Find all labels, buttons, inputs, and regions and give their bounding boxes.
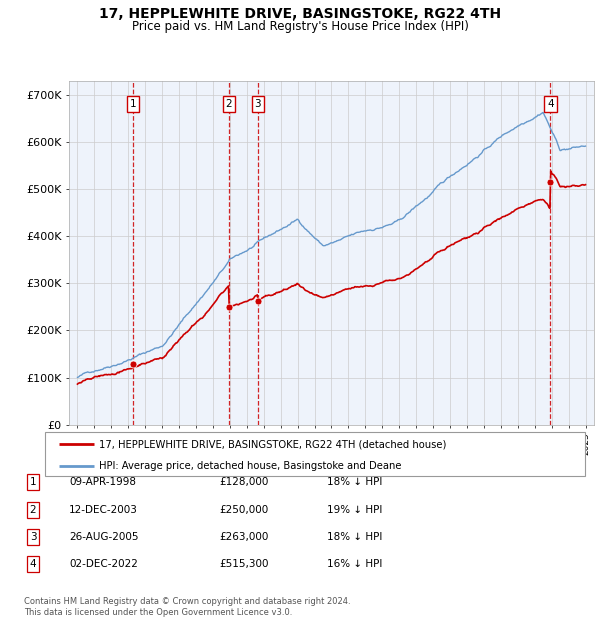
Text: 1: 1	[29, 477, 37, 487]
Text: 18% ↓ HPI: 18% ↓ HPI	[327, 477, 382, 487]
Text: 2: 2	[226, 99, 232, 109]
Text: 3: 3	[29, 532, 37, 542]
Text: 1: 1	[130, 99, 136, 109]
Text: 26-AUG-2005: 26-AUG-2005	[69, 532, 139, 542]
Text: 4: 4	[547, 99, 554, 109]
Text: Price paid vs. HM Land Registry's House Price Index (HPI): Price paid vs. HM Land Registry's House …	[131, 20, 469, 33]
Text: 2: 2	[29, 505, 37, 515]
Text: 17, HEPPLEWHITE DRIVE, BASINGSTOKE, RG22 4TH: 17, HEPPLEWHITE DRIVE, BASINGSTOKE, RG22…	[99, 7, 501, 22]
Text: 16% ↓ HPI: 16% ↓ HPI	[327, 559, 382, 569]
Text: 19% ↓ HPI: 19% ↓ HPI	[327, 505, 382, 515]
FancyBboxPatch shape	[45, 432, 585, 476]
Text: £128,000: £128,000	[219, 477, 268, 487]
Text: HPI: Average price, detached house, Basingstoke and Deane: HPI: Average price, detached house, Basi…	[99, 461, 401, 471]
Text: 4: 4	[29, 559, 37, 569]
Text: 12-DEC-2003: 12-DEC-2003	[69, 505, 138, 515]
Text: 18% ↓ HPI: 18% ↓ HPI	[327, 532, 382, 542]
Text: £263,000: £263,000	[219, 532, 268, 542]
Text: £515,300: £515,300	[219, 559, 269, 569]
Text: 09-APR-1998: 09-APR-1998	[69, 477, 136, 487]
Text: 3: 3	[254, 99, 261, 109]
Text: 02-DEC-2022: 02-DEC-2022	[69, 559, 138, 569]
Text: £250,000: £250,000	[219, 505, 268, 515]
Text: Contains HM Land Registry data © Crown copyright and database right 2024.
This d: Contains HM Land Registry data © Crown c…	[24, 598, 350, 617]
Text: 17, HEPPLEWHITE DRIVE, BASINGSTOKE, RG22 4TH (detached house): 17, HEPPLEWHITE DRIVE, BASINGSTOKE, RG22…	[99, 439, 446, 449]
